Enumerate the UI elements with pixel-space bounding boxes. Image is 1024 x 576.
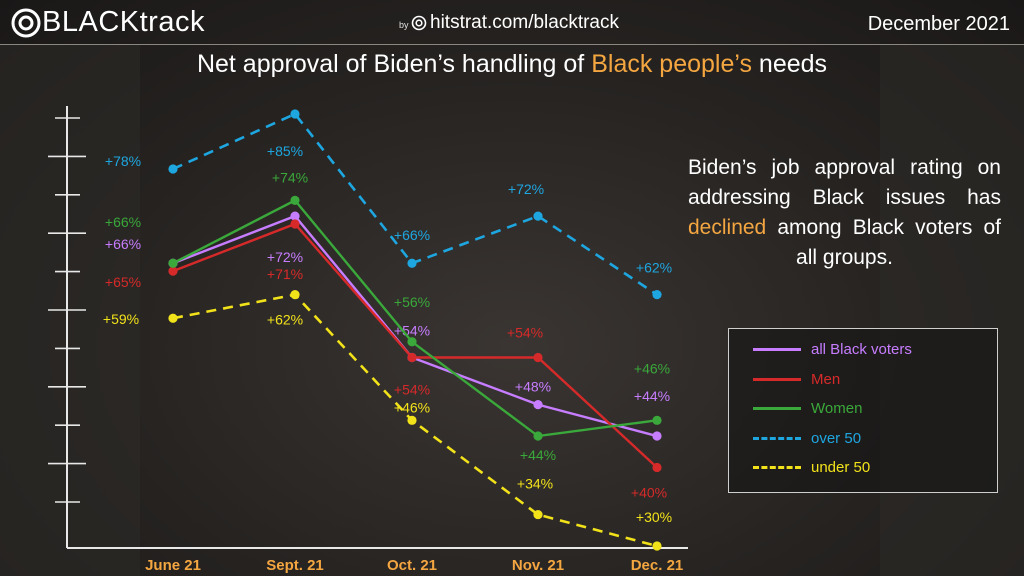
- data-label-women: +66%: [105, 214, 141, 230]
- data-point-women: [652, 415, 662, 425]
- data-label-over-50: +62%: [636, 260, 672, 276]
- header-divider: [0, 44, 1024, 45]
- data-label-all-black-voters: +48%: [515, 379, 551, 395]
- data-label-men: +54%: [507, 324, 543, 340]
- data-point-under-50: [290, 290, 300, 300]
- data-point-men: [533, 352, 543, 363]
- data-point-over-50: [652, 290, 662, 300]
- title-text-pre: Net approval of Biden’s handling of: [196, 50, 592, 78]
- data-label-under-50: +59%: [103, 311, 139, 327]
- series-line-over-50: [172, 112, 658, 296]
- data-point-women: [533, 431, 543, 441]
- data-label-all-black-voters: +54%: [394, 322, 430, 338]
- data-point-men: [168, 266, 178, 276]
- data-label-over-50: +66%: [394, 227, 430, 243]
- data-label-men: +54%: [394, 381, 430, 397]
- data-point-over-50: [168, 164, 178, 174]
- data-point-under-50: [652, 541, 662, 551]
- data-label-under-50: +34%: [517, 476, 553, 492]
- chart-legend: all Black voters Men Women over 50 under 50: [728, 328, 998, 493]
- x-tick-label: Sept. 21: [266, 557, 324, 574]
- legend-item: Women: [753, 400, 862, 417]
- data-point-women: [168, 258, 178, 268]
- legend-item: all Black voters: [753, 341, 912, 358]
- note-text-post: among Black voters of all groups.: [766, 216, 1001, 269]
- x-tick-label: Oct. 21: [387, 557, 437, 574]
- data-label-all-black-voters: +66%: [105, 236, 141, 252]
- data-point-men: [652, 462, 662, 473]
- legend-label: all Black voters: [811, 341, 912, 358]
- target-logo-icon: [11, 8, 41, 37]
- data-point-all-black-voters: [533, 400, 543, 410]
- data-label-women: +56%: [394, 294, 430, 310]
- data-point-under-50: [407, 415, 417, 425]
- by-label: by: [399, 20, 409, 30]
- x-tick-label: June 21: [145, 557, 201, 574]
- legend-swatch: [753, 377, 801, 381]
- logo: BLACKtrack: [10, 6, 205, 39]
- note-text-pre: Biden’s job approval rating on addressin…: [688, 156, 1001, 209]
- report-date: December 2021: [867, 13, 1010, 35]
- data-label-women: +46%: [634, 360, 670, 376]
- data-point-women: [407, 337, 417, 347]
- commentary-note: Biden’s job approval rating on addressin…: [688, 153, 1001, 273]
- data-label-under-50: +62%: [267, 312, 303, 328]
- data-label-over-50: +72%: [508, 181, 544, 197]
- data-point-under-50: [533, 509, 543, 520]
- legend-item: over 50: [753, 430, 861, 447]
- x-tick-label: Dec. 21: [631, 557, 684, 574]
- data-point-men: [407, 352, 417, 363]
- legend-label: Men: [811, 370, 841, 388]
- data-point-over-50: [290, 109, 300, 119]
- x-tick-label: Nov. 21: [512, 557, 564, 574]
- chart-title: Net approval of Biden’s handling of Blac…: [0, 50, 1024, 79]
- data-label-all-black-voters: +44%: [634, 388, 670, 404]
- legend-swatch: [753, 436, 801, 440]
- data-point-under-50: [168, 313, 178, 323]
- data-label-all-black-voters: +72%: [267, 249, 303, 265]
- data-point-all-black-voters: [290, 211, 300, 221]
- title-text-highlight: Black people’s: [591, 50, 752, 78]
- legend-item: under 50: [753, 459, 870, 476]
- target-site-icon: [411, 15, 427, 31]
- data-point-over-50: [407, 258, 417, 268]
- data-label-men: +71%: [267, 266, 303, 282]
- data-label-over-50: +85%: [267, 143, 303, 159]
- data-label-men: +40%: [631, 484, 667, 500]
- data-point-women: [290, 195, 300, 205]
- legend-label: Women: [811, 400, 863, 417]
- data-point-men: [290, 219, 300, 229]
- legend-label: under 50: [811, 459, 871, 476]
- site-url: hitstrat.com/blacktrack: [430, 12, 619, 33]
- title-text-post: needs: [751, 50, 828, 78]
- data-label-women: +44%: [520, 447, 556, 463]
- logo-text: BLACKtrack: [42, 6, 205, 38]
- data-label-men: +65%: [105, 274, 141, 290]
- data-point-over-50: [533, 211, 543, 221]
- legend-swatch: [753, 348, 801, 351]
- data-label-over-50: +78%: [105, 153, 141, 169]
- note-text-highlight: declined: [688, 216, 767, 239]
- data-label-under-50: +46%: [394, 399, 430, 415]
- legend-item: Men: [753, 371, 840, 388]
- legend-label: over 50: [811, 429, 862, 447]
- data-label-under-50: +30%: [636, 509, 672, 525]
- legend-swatch: [753, 407, 801, 410]
- data-label-women: +74%: [272, 169, 308, 185]
- data-point-all-black-voters: [652, 431, 662, 441]
- site-link[interactable]: hitstrat.com/blacktrack: [411, 12, 619, 34]
- legend-swatch: [753, 466, 801, 469]
